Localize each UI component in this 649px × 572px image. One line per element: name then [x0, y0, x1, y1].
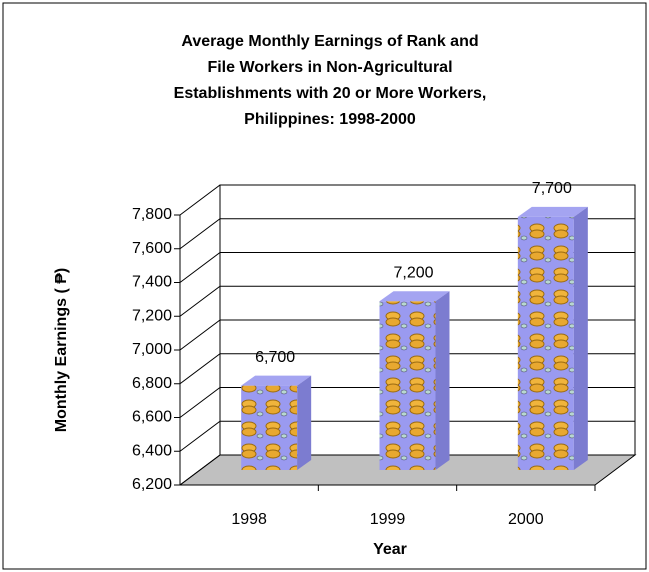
x-tick-label: 1999 — [370, 511, 406, 528]
value-label: 6,700 — [255, 349, 295, 366]
y-tick-label: 7,200 — [132, 307, 172, 324]
y-tick-label: 7,400 — [132, 274, 172, 291]
title-line: Average Monthly Earnings of Rank and — [181, 33, 478, 50]
y-axis-label: Monthly Earnings ( ₱) — [53, 268, 70, 432]
bar — [380, 301, 436, 470]
value-label: 7,200 — [393, 264, 433, 281]
bar-side — [436, 291, 450, 470]
bar-side — [574, 207, 588, 470]
y-tick-label: 6,400 — [132, 442, 172, 459]
bar — [241, 386, 297, 470]
y-tick-label: 7,000 — [132, 341, 172, 358]
y-tick-label: 6,600 — [132, 409, 172, 426]
y-tick-label: 6,200 — [132, 476, 172, 493]
y-tick-label: 7,600 — [132, 240, 172, 257]
value-label: 7,700 — [532, 180, 572, 197]
x-axis-label: Year — [373, 541, 407, 558]
x-tick-label: 2000 — [508, 511, 544, 528]
chart: Average Monthly Earnings of Rank and File… — [0, 0, 649, 572]
bar-side — [297, 376, 311, 470]
bar — [518, 217, 574, 470]
y-tick-label: 6,800 — [132, 375, 172, 392]
x-tick-label: 1998 — [231, 511, 267, 528]
title-line: Establishments with 20 or More Workers, — [174, 85, 487, 102]
title-line: Philippines: 1998-2000 — [244, 111, 416, 128]
title-line: File Workers in Non-Agricultural — [207, 59, 452, 76]
y-tick-label: 7,800 — [132, 206, 172, 223]
